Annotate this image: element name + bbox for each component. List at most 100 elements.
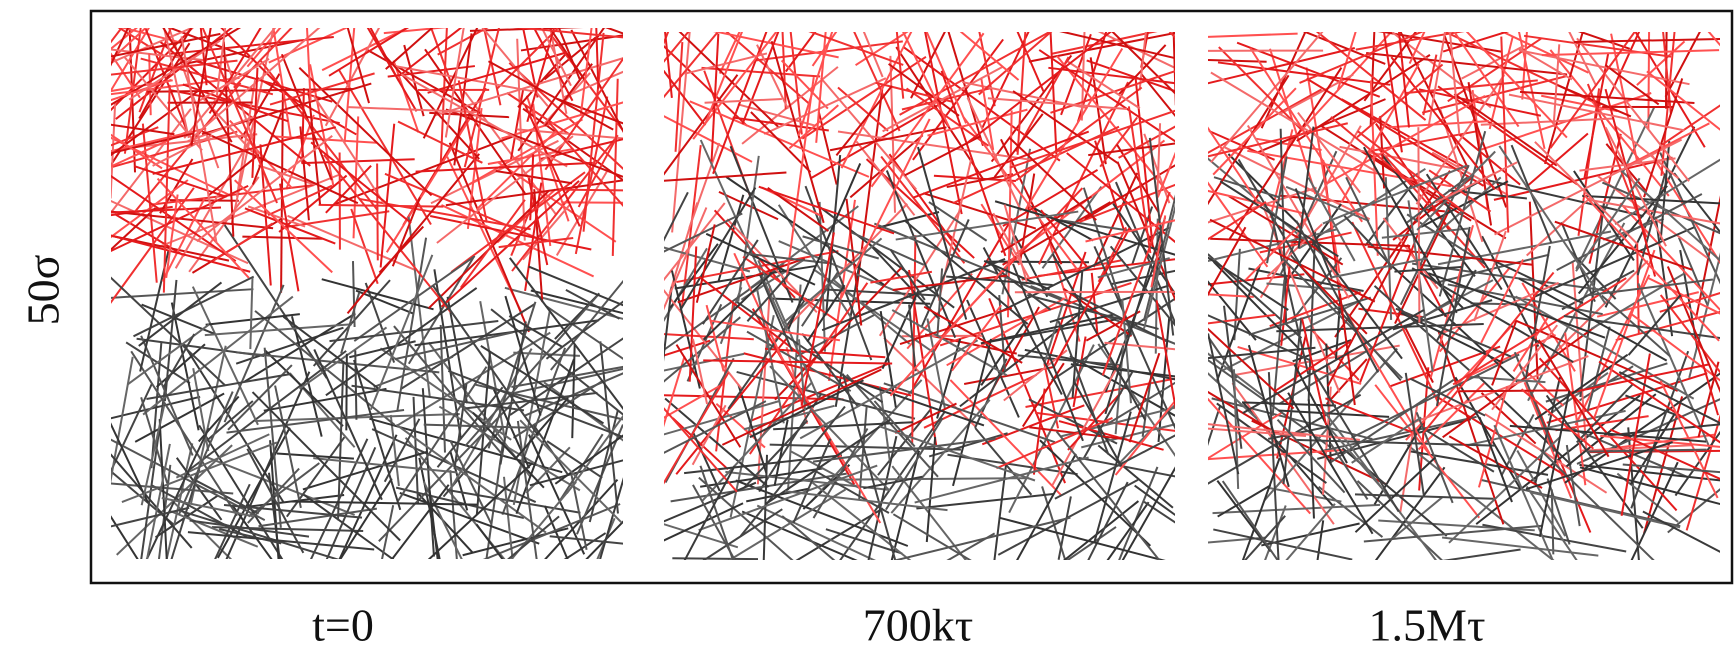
fiber: [423, 388, 434, 556]
fiber: [559, 190, 665, 191]
fiber: [1059, 496, 1071, 559]
fiber: [764, 78, 886, 134]
fiber: [441, 205, 593, 276]
panel-label: 700kτ: [863, 600, 974, 651]
fiber: [1656, 217, 1672, 336]
fiber: [1196, 405, 1220, 479]
fiber: [470, 516, 559, 591]
fiber: [253, 113, 281, 185]
fiber: [641, 466, 734, 642]
fiber: [555, 413, 654, 484]
fiber: [150, 469, 199, 628]
fiber: [194, 484, 249, 604]
fiber: [381, 124, 395, 268]
fiber: [759, 187, 894, 234]
fiber: [1078, 0, 1131, 122]
fiber: [733, 118, 829, 131]
fiber: [1135, 450, 1344, 464]
fiber: [987, 465, 1006, 623]
fiber: [1269, 488, 1342, 502]
fiber: [496, 171, 572, 183]
fiber: [199, 425, 299, 585]
fiber: [491, 25, 625, 38]
fiber: [326, 288, 477, 395]
fiber: [655, 356, 685, 455]
fiber: [545, 28, 644, 170]
panel-label: 1.5Mτ: [1369, 600, 1486, 651]
fiber: [572, 344, 574, 438]
fiber: [396, 425, 546, 533]
fiber: [1156, 219, 1158, 354]
fiber: [100, 402, 147, 502]
fiber: [378, 505, 393, 579]
fiber: [1086, 208, 1227, 241]
fiber: [213, 223, 273, 261]
fiber: [327, 0, 369, 103]
fiber: [988, 98, 1127, 109]
fiber: [353, 261, 355, 327]
fiber-panels: [34, 0, 1734, 649]
fiber: [1140, 0, 1152, 90]
fiber: [1057, 432, 1183, 590]
fiber: [73, 208, 155, 285]
fiber: [377, 163, 378, 260]
fiber: [525, 480, 618, 582]
fiber: [567, 382, 648, 493]
fiber: [451, 172, 585, 272]
fiber: [1506, 0, 1544, 149]
fiber: [132, 444, 170, 635]
fiber: [873, 518, 1071, 566]
fiber: [918, 147, 966, 319]
fiber: [1324, 417, 1477, 451]
fiber: [1079, 458, 1219, 485]
fiber: [1313, 520, 1323, 589]
fiber: [242, 237, 322, 239]
fiber: [895, 403, 956, 433]
fiber-panel: [1124, 0, 1734, 612]
fiber: [912, 533, 995, 581]
fiber: [311, 142, 411, 223]
fiber: [448, 297, 467, 403]
fiber: [742, 0, 795, 124]
fiber: [520, 420, 621, 522]
fiber: [1279, 504, 1335, 569]
fiber: [314, 349, 382, 499]
fiber: [1001, 197, 1091, 252]
fiber: [1418, 127, 1419, 322]
fiber: [1527, 486, 1591, 580]
fiber: [1071, 364, 1210, 380]
fiber: [1442, 537, 1598, 555]
fiber: [870, 272, 931, 283]
fiber: [329, 4, 445, 75]
panel-label: t=0: [312, 600, 374, 651]
fiber: [355, 350, 356, 419]
fiber: [1018, 355, 1121, 365]
fiber: [400, 493, 539, 544]
fiber: [772, 299, 930, 304]
y-label: 50σ: [18, 254, 69, 325]
fiber: [1574, 39, 1727, 42]
fiber: [291, 502, 477, 505]
fiber: [523, 0, 571, 86]
fiber: [1423, 272, 1554, 433]
fiber: [1262, 0, 1341, 128]
page: 50σ t=0 700kτ 1.5Mτ (() => { const data …: [0, 0, 1734, 652]
fiber: [1459, 390, 1568, 391]
fiber: [786, 2, 837, 71]
fiber: [1008, 110, 1012, 317]
fiber: [67, 224, 250, 272]
fiber: [133, 277, 253, 337]
fiber: [550, 536, 672, 548]
fiber: [91, 259, 226, 386]
fiber: [1648, 0, 1649, 129]
fiber: [306, 13, 310, 101]
fiber: [450, 470, 462, 632]
fiber: [884, 383, 1055, 442]
fiber: [656, 395, 843, 399]
fiber: [1213, 529, 1352, 559]
fiber: [1228, 154, 1298, 224]
fiber: [1426, 549, 1521, 563]
fiber: [139, 282, 222, 346]
fiber: [1234, 458, 1280, 586]
fiber: [988, 262, 1089, 263]
